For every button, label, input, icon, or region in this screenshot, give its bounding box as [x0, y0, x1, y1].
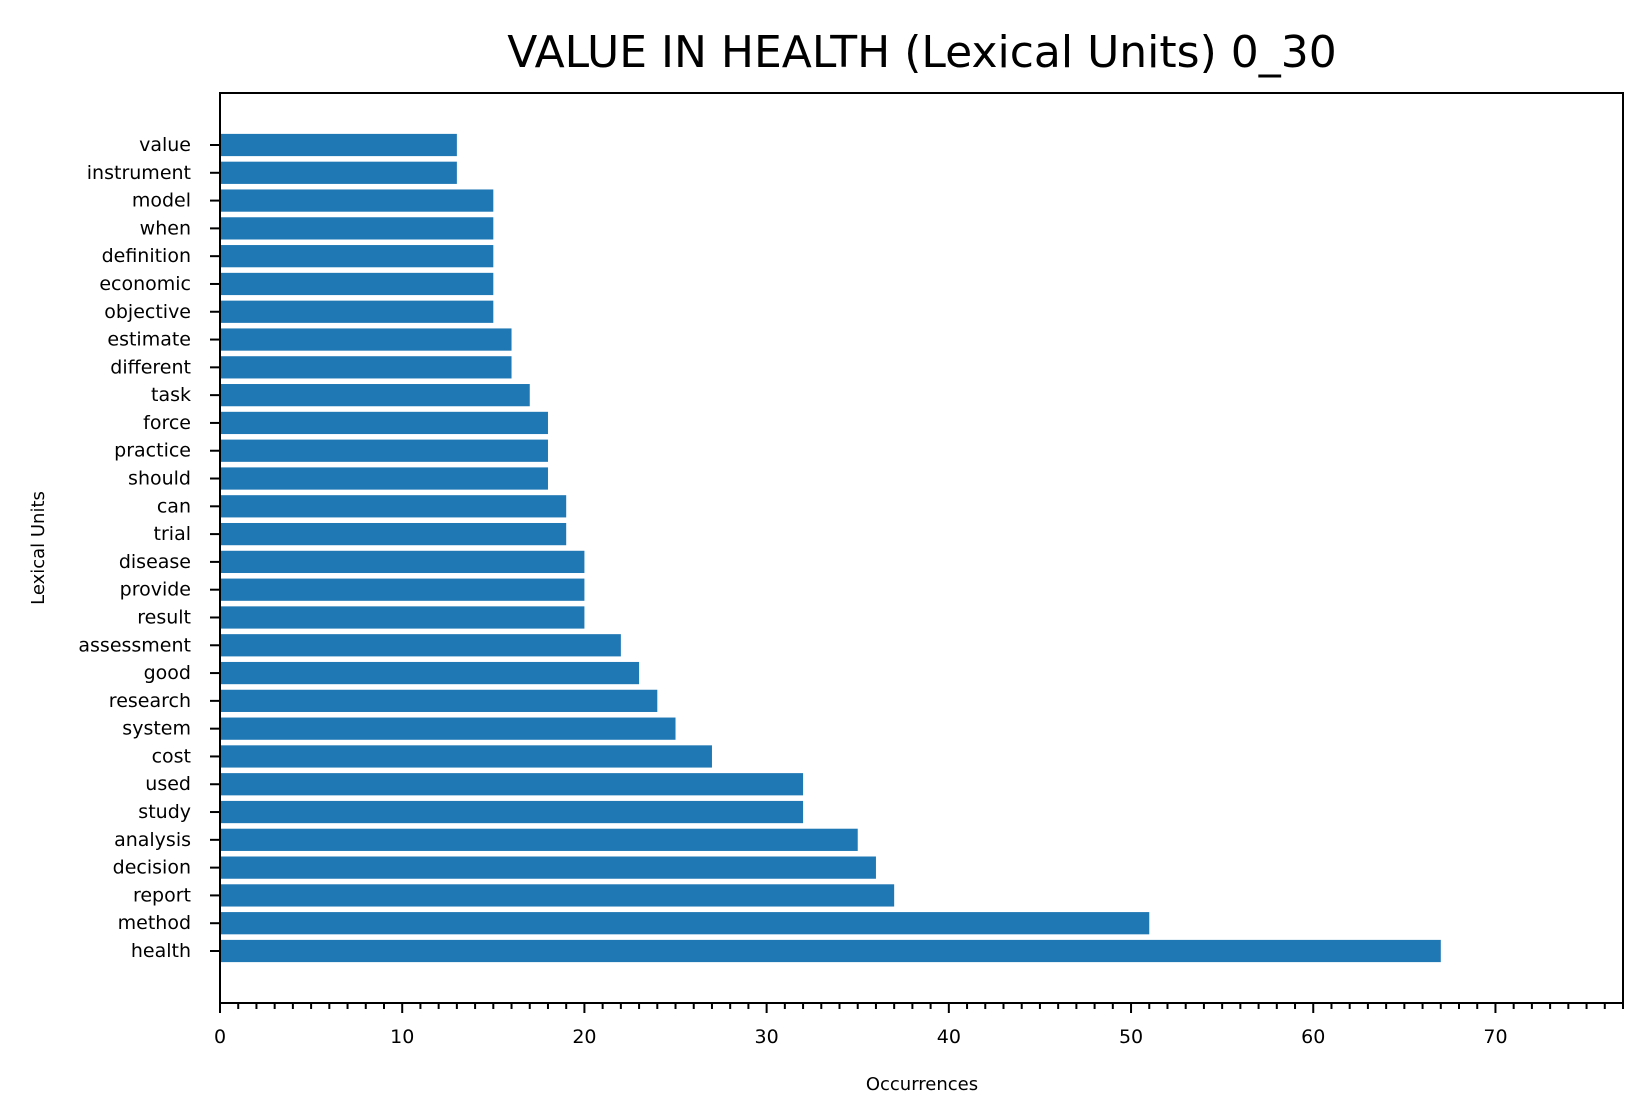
x-tick-label-70: 70 [1483, 1026, 1507, 1048]
y-tick-label-decision: decision [113, 857, 191, 879]
bar-practice [220, 439, 548, 462]
y-tick-label-practice: practice [114, 440, 191, 462]
y-tick-label-method: method [118, 912, 191, 934]
x-tick-label-0: 0 [214, 1026, 226, 1048]
x-tick-label-60: 60 [1301, 1026, 1325, 1048]
bar-assessment [220, 634, 621, 657]
bar-research [220, 689, 658, 712]
y-tick-label-can: can [157, 495, 191, 517]
x-tick-label-50: 50 [1119, 1026, 1143, 1048]
y-tick-label-trial: trial [154, 523, 191, 545]
bar-different [220, 356, 512, 379]
y-tick-label-result: result [137, 606, 191, 628]
x-axis-label: Occurrences [866, 1074, 978, 1095]
bar-method [220, 912, 1150, 935]
bar-good [220, 661, 640, 685]
bar-estimate [220, 328, 512, 351]
y-tick-label-health: health [131, 940, 191, 962]
y-tick-label-report: report [133, 884, 191, 906]
y-tick-label-definition: definition [102, 245, 191, 267]
x-tick-label-40: 40 [937, 1026, 961, 1048]
bar-trial [220, 522, 567, 546]
bar-value [220, 133, 457, 157]
bar-model [220, 189, 494, 212]
bar-instrument [220, 161, 457, 184]
y-tick-label-research: research [109, 690, 191, 712]
y-tick-label-task: task [151, 384, 191, 406]
bar-should [220, 467, 548, 490]
y-tick-label-cost: cost [152, 745, 191, 767]
bar-force [220, 411, 548, 435]
bar-study [220, 800, 804, 824]
bar-decision [220, 856, 876, 879]
y-tick-label-when: when [140, 217, 191, 239]
bar-when [220, 217, 494, 240]
bar-task [220, 384, 530, 407]
x-tick-label-30: 30 [755, 1026, 779, 1048]
y-tick-label-value: value [139, 134, 191, 156]
y-tick-label-good: good [144, 662, 191, 684]
y-tick-label-provide: provide [120, 579, 191, 601]
labels-layer: value instrument model when definition econom… [78, 134, 1507, 1048]
y-tick-label-assessment: assessment [78, 634, 191, 656]
bar-analysis [220, 828, 858, 851]
bar-system [220, 717, 676, 740]
bar-disease [220, 550, 585, 574]
y-tick-label-should: should [128, 468, 191, 490]
y-tick-label-model: model [132, 190, 191, 212]
y-tick-label-force: force [143, 412, 191, 434]
y-tick-label-disease: disease [119, 551, 191, 573]
bar-result [220, 606, 585, 629]
bar-provide [220, 578, 585, 601]
y-tick-label-analysis: analysis [114, 829, 191, 851]
bar-objective [220, 300, 494, 323]
bars-layer [220, 133, 1441, 963]
y-tick-label-different: different [110, 356, 191, 378]
bar-report [220, 884, 895, 907]
y-tick-label-economic: economic [99, 273, 191, 295]
bar-cost [220, 745, 712, 768]
y-tick-label-estimate: estimate [107, 329, 191, 351]
y-tick-label-system: system [122, 718, 191, 740]
y-tick-label-study: study [138, 801, 191, 823]
y-tick-label-used: used [145, 773, 191, 795]
bar-definition [220, 245, 494, 268]
y-tick-label-instrument: instrument [87, 162, 191, 184]
y-tick-label-objective: objective [104, 301, 191, 323]
y-axis-label: Lexical Units [28, 491, 49, 605]
x-tick-label-20: 20 [572, 1026, 596, 1048]
plot-frame [219, 92, 1624, 1004]
bar-health [220, 939, 1441, 963]
bar-economic [220, 272, 494, 296]
bar-used [220, 773, 804, 796]
x-tick-label-10: 10 [390, 1026, 414, 1048]
chart-title: VALUE IN HEALTH (Lexical Units) 0_30 [507, 27, 1336, 78]
bar-can [220, 495, 567, 518]
